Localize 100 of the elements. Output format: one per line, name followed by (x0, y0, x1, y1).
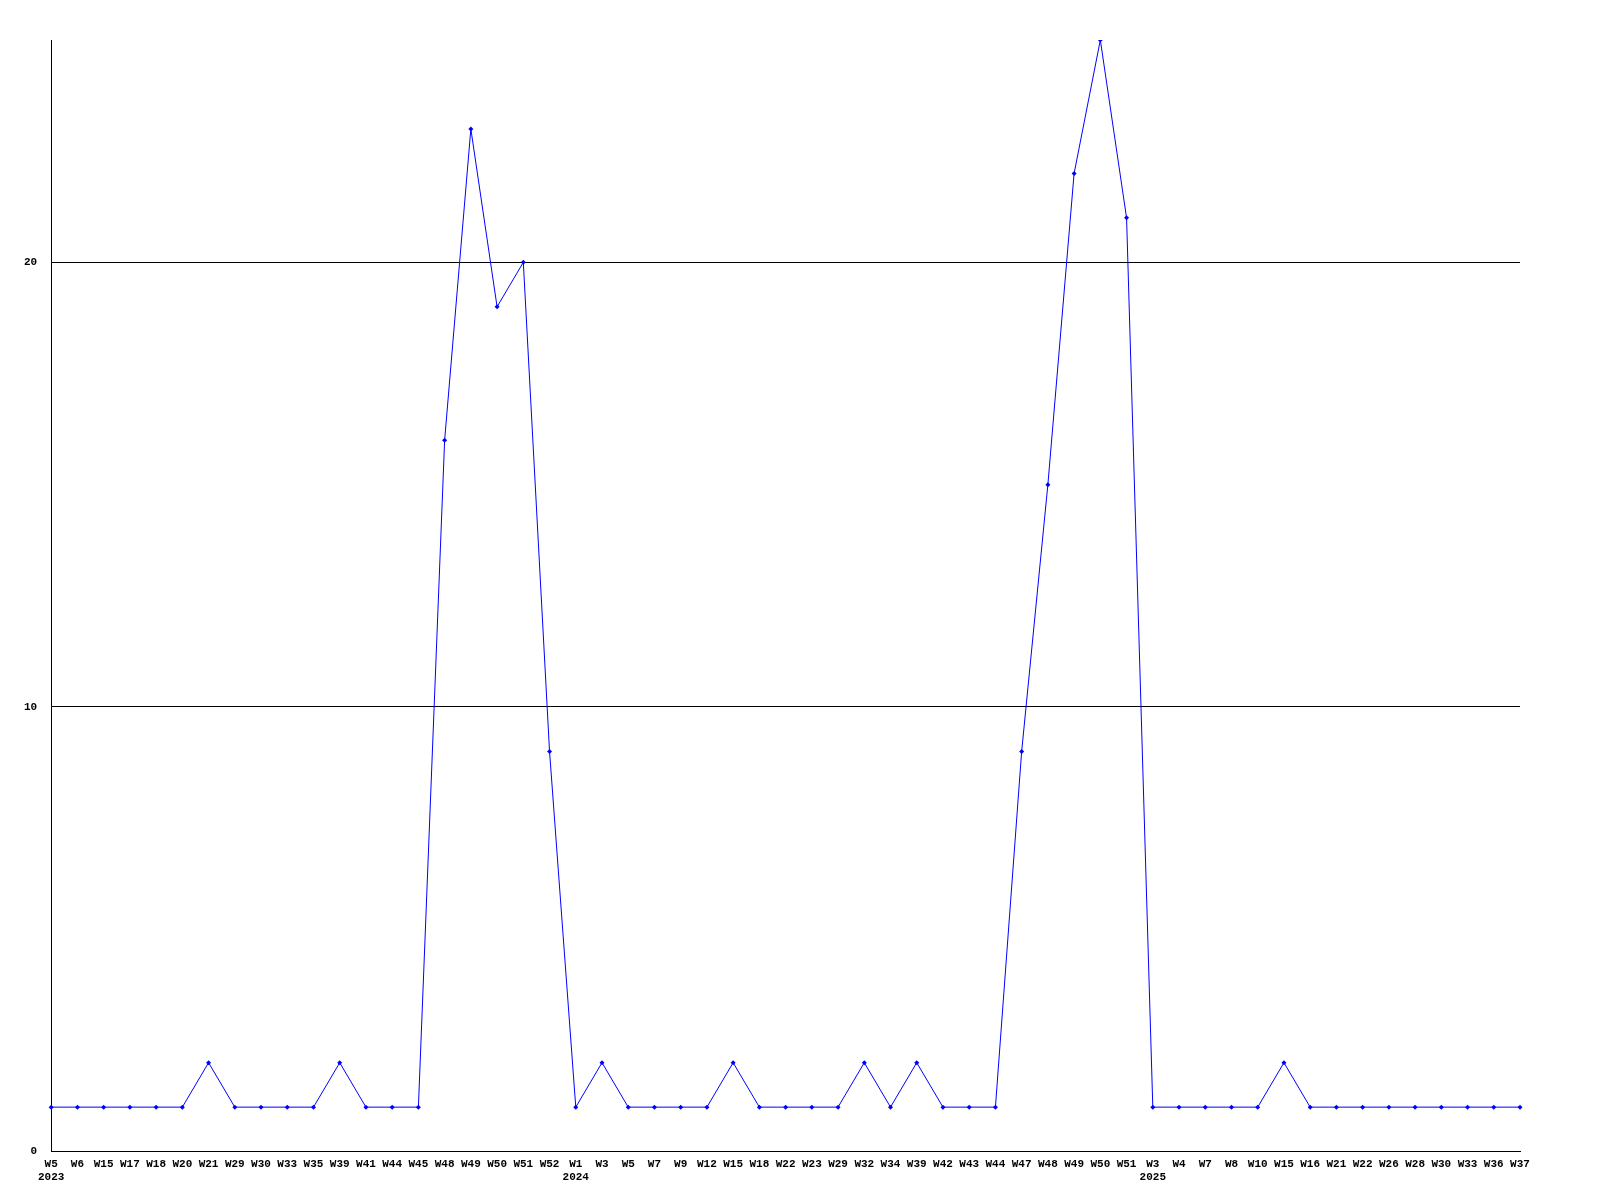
x-tick-label: W32 (854, 1157, 875, 1170)
point (783, 1104, 789, 1110)
point (1255, 1104, 1261, 1110)
x-tick-label: W23 (801, 1157, 823, 1170)
x-tick-label: W30 (1431, 1157, 1452, 1170)
x-tick-label: W35 (303, 1157, 324, 1170)
point (1333, 1104, 1339, 1110)
point (1202, 1104, 1208, 1110)
y-tick-label: 0 (30, 1145, 38, 1158)
point (730, 1060, 736, 1066)
x-tick-label: W12 (697, 1157, 717, 1170)
point (48, 1104, 54, 1110)
point (678, 1104, 684, 1110)
x-tick-label: W43 (959, 1157, 980, 1170)
x-tick-label: W17 (119, 1157, 140, 1170)
x-tick-label: W15 (93, 1157, 114, 1170)
point (835, 1104, 841, 1110)
x-tick-label: W29 (224, 1157, 245, 1170)
point (704, 1104, 710, 1110)
x-tick-label: W3 (595, 1157, 609, 1170)
x-tick-label: W18 (749, 1157, 770, 1170)
x-tick-label: W21 (1326, 1157, 1347, 1170)
point (1176, 1104, 1182, 1110)
x-tick-label: W5 2023 (38, 1157, 65, 1184)
point (1281, 1060, 1287, 1066)
x-tick-label: W51 (1116, 1157, 1137, 1170)
x-tick-label: W50 (487, 1157, 507, 1170)
x-tick-label: W22 (775, 1157, 796, 1170)
point (1491, 1104, 1497, 1110)
x-tick-label: W26 (1378, 1157, 1399, 1170)
x-tick-label: W7 (1198, 1157, 1212, 1170)
point (861, 1060, 867, 1066)
point (1124, 215, 1130, 221)
point (625, 1104, 631, 1110)
x-tick-label: W6 (70, 1157, 85, 1170)
x-tick-label: W48 (434, 1157, 455, 1170)
point (520, 259, 526, 265)
x-tick-label: W15 (723, 1157, 744, 1170)
point (415, 1104, 421, 1110)
point (494, 304, 500, 310)
y-tick-label: 20 (24, 256, 38, 269)
x-tick-label: W49 (460, 1157, 481, 1170)
x-tick-label: W18 (146, 1157, 167, 1170)
point (179, 1104, 185, 1110)
x-tick-label: W28 (1405, 1157, 1426, 1170)
point (284, 1104, 290, 1110)
y-tick-label: 10 (24, 700, 38, 713)
point (1071, 170, 1077, 176)
x-tick-label: W49 (1064, 1157, 1085, 1170)
x-tick-label: W1 2024 (562, 1157, 590, 1184)
point (1517, 1104, 1523, 1110)
x-tick-label: W39 (906, 1157, 927, 1170)
x-tick-label: W29 (828, 1157, 848, 1170)
point (1045, 482, 1051, 488)
point (547, 748, 553, 754)
x-tick-label: W39 (329, 1157, 350, 1170)
x-tick-label: W36 (1483, 1157, 1504, 1170)
x-tick-label: W16 (1300, 1157, 1321, 1170)
x-tick-label: W15 (1274, 1157, 1295, 1170)
x-tick-label: W41 (356, 1157, 377, 1170)
x-tick-label: W33 (1457, 1157, 1478, 1170)
x-tick-label: W48 (1037, 1157, 1059, 1170)
point (1019, 748, 1025, 754)
point (101, 1104, 107, 1110)
x-tick-label: W51 (513, 1157, 534, 1170)
x-tick-label: W45 (408, 1157, 429, 1170)
point (888, 1104, 894, 1110)
point (573, 1104, 579, 1110)
x-tick-label: W33 (277, 1157, 298, 1170)
x-tick-label: W5 (621, 1157, 636, 1170)
x-tick-label: W34 (880, 1157, 901, 1170)
point (1386, 1104, 1392, 1110)
point (1150, 1104, 1156, 1110)
point (651, 1104, 657, 1110)
point (468, 126, 474, 132)
point (363, 1104, 369, 1110)
point (1360, 1104, 1366, 1110)
point (966, 1104, 972, 1110)
point (232, 1104, 238, 1110)
x-tick-label: W7 (647, 1157, 662, 1170)
x-tick-label: W44 (382, 1157, 403, 1170)
x-tick-label: W37 (1510, 1157, 1530, 1170)
x-tick-label: W50 (1090, 1157, 1111, 1170)
x-tick-label: W8 (1224, 1157, 1239, 1170)
x-tick-label: W9 (674, 1157, 688, 1170)
point (756, 1104, 762, 1110)
x-tick-label: W44 (985, 1157, 1006, 1170)
point (337, 1060, 343, 1066)
point (127, 1104, 133, 1110)
x-tick-label: W3 2025 (1139, 1157, 1167, 1184)
x-tick-label: W22 (1352, 1157, 1373, 1170)
x-tick-label: W10 (1247, 1157, 1268, 1170)
point (206, 1060, 212, 1066)
point (258, 1104, 264, 1110)
point (914, 1060, 920, 1066)
point (1307, 1104, 1313, 1110)
point (599, 1060, 605, 1066)
point (442, 437, 448, 443)
x-tick-label: W52 (539, 1157, 560, 1170)
point (1412, 1104, 1418, 1110)
